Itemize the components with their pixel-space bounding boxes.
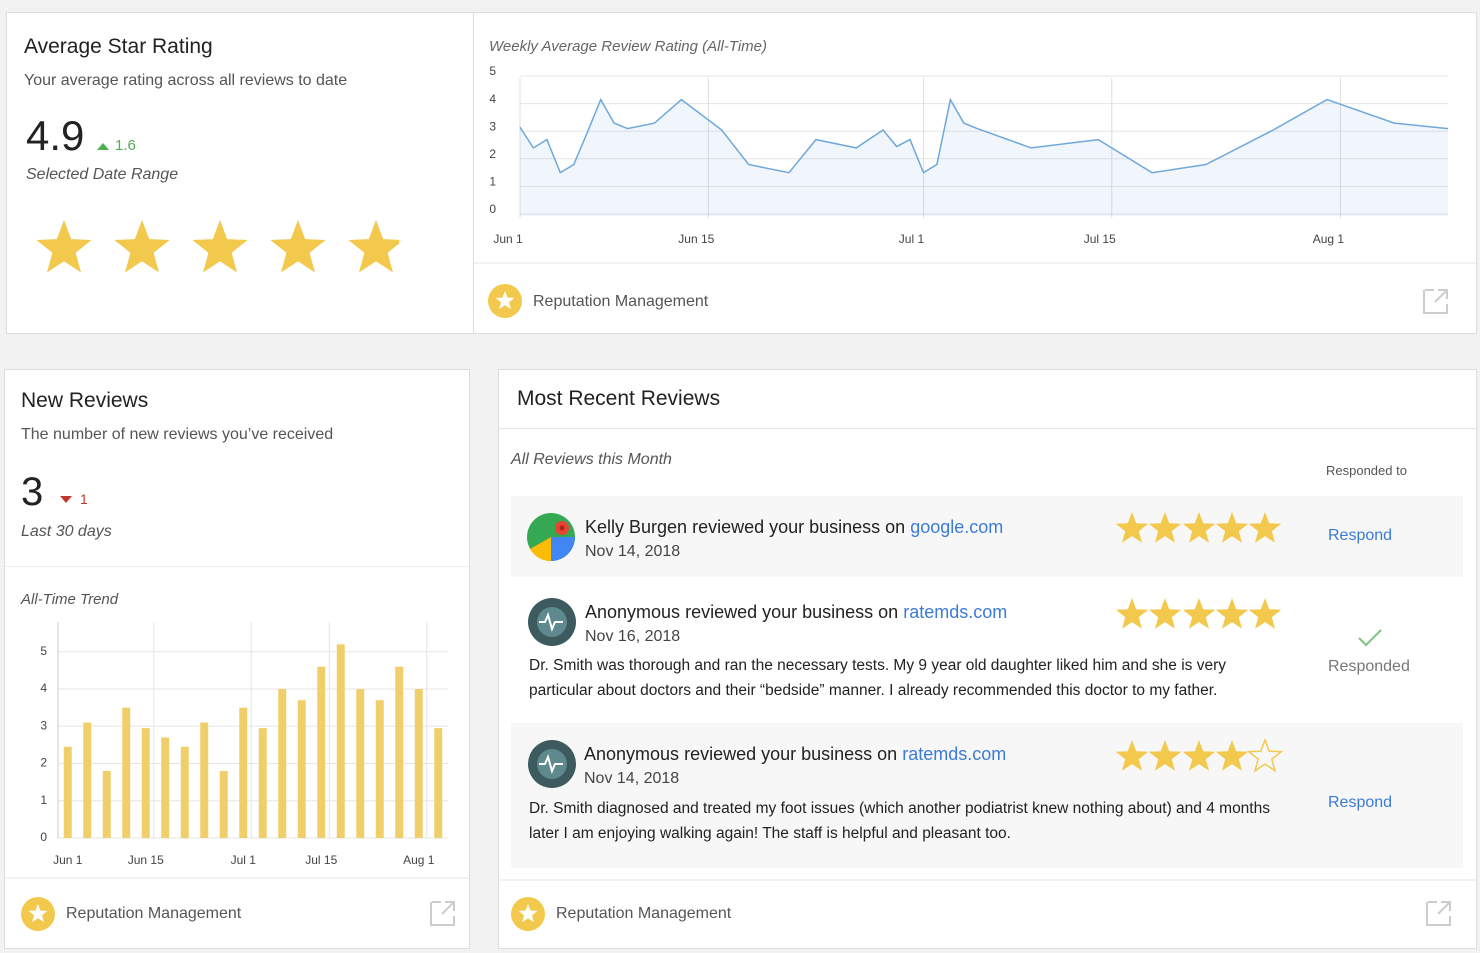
site-link[interactable]: google.com: [910, 517, 1004, 537]
review-heading: Kelly Burgen reviewed your business on g…: [585, 517, 1003, 538]
review-date: Nov 14, 2018: [584, 770, 680, 787]
footer-label[interactable]: Reputation Management: [66, 905, 242, 922]
author: Anonymous: [584, 744, 680, 764]
site-link[interactable]: ratemds.com: [902, 744, 1007, 764]
card-subtitle: Your average rating across all reviews t…: [24, 72, 348, 89]
author: Kelly Burgen: [585, 517, 688, 537]
footer-label[interactable]: Reputation Management: [556, 905, 732, 922]
action: reviewed your business on: [684, 744, 898, 764]
review-date: Nov 14, 2018: [585, 543, 681, 560]
author: Anonymous: [585, 602, 681, 622]
chart-title: All-Time Trend: [21, 591, 119, 608]
divider: [5, 566, 469, 567]
review-heading: Anonymous reviewed your business on rate…: [584, 744, 1006, 765]
site-link[interactable]: ratemds.com: [903, 602, 1008, 622]
card-title: Most Recent Reviews: [517, 387, 721, 410]
weekly-card: [473, 12, 1477, 334]
review-heading: Anonymous reviewed your business on rate…: [585, 602, 1007, 623]
footer-label[interactable]: Reputation Management: [533, 293, 709, 310]
new-reviews-change: 1: [80, 491, 88, 507]
column-label: Responded to: [1326, 463, 1407, 478]
respond-link[interactable]: Respond: [1328, 794, 1393, 811]
respond-link[interactable]: Respond: [1328, 527, 1393, 544]
range-label: Last 30 days: [21, 523, 112, 540]
responded-status: Responded: [1328, 658, 1410, 675]
new-reviews-card: [4, 369, 470, 949]
card-title: New Reviews: [21, 389, 149, 412]
review-row: [511, 723, 1463, 868]
card-subtitle: The number of new reviews you’ve receive…: [21, 426, 334, 443]
rating-value: 4.9: [26, 112, 85, 159]
review-date: Nov 16, 2018: [585, 628, 681, 645]
chart-title: Weekly Average Review Rating (All-Time): [489, 38, 768, 55]
action: reviewed your business on: [685, 602, 899, 622]
divider: [499, 428, 1476, 429]
card-subtitle: All Reviews this Month: [511, 451, 672, 468]
action: reviewed your business on: [692, 517, 906, 537]
new-reviews-value: 3: [21, 470, 44, 514]
range-label: Selected Date Range: [26, 166, 179, 183]
review-text: Dr. Smith was thorough and ran the neces…: [529, 657, 1226, 699]
card-title: Average Star Rating: [24, 35, 213, 58]
review-text: Dr. Smith diagnosed and treated my foot …: [529, 800, 1270, 842]
rating-change: 1.6: [115, 137, 136, 154]
review-row: [511, 496, 1463, 577]
rating-card: [6, 12, 474, 334]
